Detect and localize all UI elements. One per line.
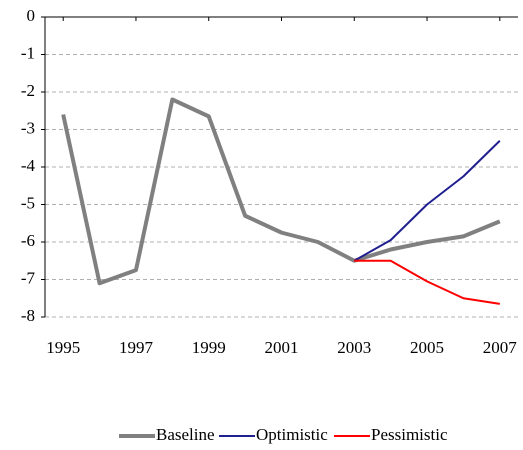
y-tick-label: -1: [21, 43, 35, 62]
y-tick-label: -2: [21, 81, 35, 100]
y-tick-label: -7: [21, 268, 36, 287]
x-tick-label: 2003: [337, 338, 371, 357]
x-tick-label: 1997: [119, 338, 154, 357]
legend-label: Optimistic: [256, 425, 328, 444]
line-series: [354, 259, 500, 305]
legend-label: Pessimistic: [371, 425, 448, 444]
x-tick-label: 2007: [483, 338, 518, 357]
x-tick-label: 1999: [192, 338, 226, 357]
x-tick-label: 1995: [46, 338, 80, 357]
y-tick-label: 0: [27, 6, 36, 25]
y-tick-label: -5: [21, 193, 35, 212]
line-series: [61, 97, 501, 286]
y-tick-label: -6: [21, 231, 35, 250]
x-tick-label: 2001: [265, 338, 299, 357]
x-tick-label: 2005: [410, 338, 444, 357]
line-series: [353, 140, 501, 262]
y-tick-label: -8: [21, 306, 35, 325]
y-tick-label: -4: [21, 156, 36, 175]
y-tick-label: -3: [21, 118, 35, 137]
legend-label: Baseline: [156, 425, 215, 444]
